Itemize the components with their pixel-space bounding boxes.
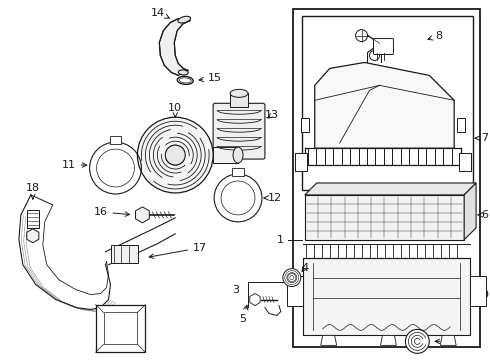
- Polygon shape: [440, 336, 456, 345]
- Ellipse shape: [233, 147, 243, 163]
- Text: 14: 14: [151, 8, 170, 18]
- Text: 11: 11: [62, 160, 87, 170]
- Circle shape: [369, 50, 379, 60]
- Text: 17: 17: [149, 243, 207, 258]
- Bar: [287, 276, 303, 306]
- Text: 3: 3: [233, 284, 240, 294]
- Text: 8: 8: [428, 31, 443, 41]
- Text: 18: 18: [26, 183, 40, 199]
- Bar: [213, 147, 238, 163]
- Text: 5: 5: [240, 305, 248, 324]
- Polygon shape: [159, 19, 190, 75]
- Ellipse shape: [178, 16, 191, 23]
- Bar: [111, 245, 138, 263]
- FancyBboxPatch shape: [373, 39, 393, 54]
- Bar: [459, 153, 471, 171]
- Bar: [27, 210, 39, 228]
- Ellipse shape: [230, 89, 248, 97]
- Circle shape: [137, 117, 213, 193]
- Bar: [230, 93, 248, 107]
- Polygon shape: [380, 336, 396, 345]
- Bar: [110, 136, 122, 144]
- Text: 9: 9: [475, 289, 489, 300]
- Bar: [295, 153, 307, 171]
- Text: 16: 16: [94, 207, 129, 217]
- Bar: [293, 9, 480, 347]
- Bar: [96, 305, 146, 352]
- Bar: [470, 276, 486, 306]
- Polygon shape: [305, 195, 464, 240]
- Bar: [301, 118, 309, 132]
- Text: 13: 13: [265, 110, 279, 120]
- Text: 6: 6: [478, 210, 489, 220]
- Text: 12: 12: [264, 193, 282, 203]
- Text: 10: 10: [168, 103, 182, 117]
- Circle shape: [165, 145, 185, 165]
- FancyBboxPatch shape: [213, 103, 265, 159]
- Text: 15: 15: [199, 73, 222, 84]
- Bar: [303, 258, 470, 336]
- Text: 1: 1: [276, 235, 283, 245]
- Circle shape: [283, 269, 301, 287]
- Polygon shape: [305, 183, 476, 195]
- Polygon shape: [321, 336, 337, 345]
- Bar: [232, 168, 244, 176]
- Text: 7: 7: [475, 133, 489, 143]
- Text: 4: 4: [301, 263, 308, 273]
- Text: 2: 2: [435, 336, 453, 346]
- Bar: [457, 118, 465, 132]
- Bar: [103, 312, 137, 345]
- Circle shape: [405, 329, 429, 353]
- Polygon shape: [464, 183, 476, 240]
- Bar: [302, 15, 473, 190]
- Ellipse shape: [178, 70, 188, 75]
- Circle shape: [356, 30, 368, 41]
- Polygon shape: [315, 62, 454, 148]
